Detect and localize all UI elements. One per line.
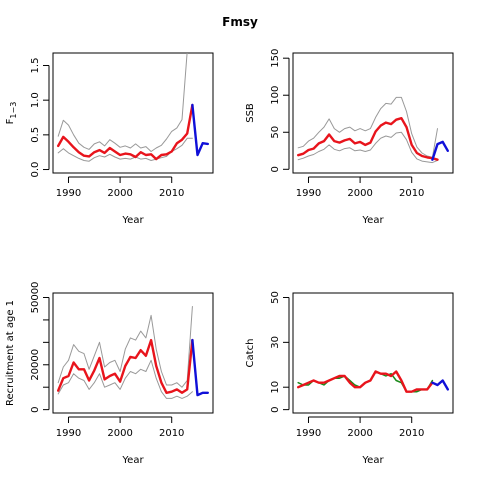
plot-frame bbox=[52, 292, 214, 414]
x-axis-label: Year bbox=[361, 455, 384, 466]
y-tick-label: 1.0 bbox=[30, 92, 41, 108]
series-history-line bbox=[57, 103, 194, 161]
y-axis-label-main: F bbox=[5, 118, 16, 124]
series-upper-line bbox=[57, 53, 188, 152]
x-tick-label: 2000 bbox=[347, 428, 372, 439]
x-axis-label: Year bbox=[361, 215, 384, 226]
series-projection-line bbox=[191, 103, 210, 157]
x-axis-label: Year bbox=[121, 455, 144, 466]
y-tick-label: 0 bbox=[270, 406, 281, 412]
series-projection-line bbox=[431, 140, 449, 161]
panel-4: 1990 2000 2010 0 10 30 50 Year Catch bbox=[245, 291, 454, 466]
y-axis-label: SSB bbox=[245, 103, 256, 123]
series-history-line bbox=[297, 116, 439, 161]
y-axis-label: Recruitment at age 1 bbox=[5, 300, 16, 406]
series-projection-line bbox=[431, 379, 449, 391]
y-tick-label: 50 bbox=[270, 126, 281, 139]
x-tick-label: 2000 bbox=[347, 188, 372, 199]
x-tick-label: 2010 bbox=[399, 428, 424, 439]
y-tick-label: 30 bbox=[270, 336, 281, 349]
y-axis-label: Catch bbox=[245, 339, 256, 368]
panel-3: 1990 2000 2010 0 20000 50000 Year Recruitment a… bbox=[5, 282, 214, 466]
x-tick-label: 1990 bbox=[296, 428, 321, 439]
y-axis-label-main: Catch bbox=[245, 339, 256, 368]
y-tick-label: 50000 bbox=[30, 282, 41, 314]
y-tick-label: 1.5 bbox=[30, 58, 41, 74]
panel-1: 1990 2000 2010 0.0 0.5 1.0 1.5 Year F1−3 bbox=[5, 52, 214, 226]
x-tick-label: 1990 bbox=[56, 428, 81, 439]
x-tick-label: 2000 bbox=[107, 188, 132, 199]
x-tick-label: 1990 bbox=[56, 188, 81, 199]
x-tick-label: 2010 bbox=[159, 188, 184, 199]
series-history-line bbox=[57, 338, 194, 394]
plot-frame bbox=[292, 52, 454, 174]
y-tick-label: 0 bbox=[30, 406, 41, 412]
x-tick-label: 2010 bbox=[159, 428, 184, 439]
figure-title: Fmsy bbox=[222, 15, 258, 29]
y-tick-label: 0 bbox=[270, 166, 281, 172]
x-tick-label: 2000 bbox=[107, 428, 132, 439]
y-tick-label: 0.0 bbox=[30, 162, 41, 178]
y-tick-label: 100 bbox=[270, 86, 281, 105]
y-tick-label: 50 bbox=[270, 291, 281, 304]
y-axis-label-main: SSB bbox=[245, 103, 256, 123]
series-projection-line bbox=[191, 338, 210, 397]
panel-2: 1990 2000 2010 0 50 100 150 Year SSB bbox=[245, 49, 454, 226]
y-tick-label: 10 bbox=[270, 381, 281, 394]
x-tick-label: 1990 bbox=[296, 188, 321, 199]
series-upper-line bbox=[297, 96, 438, 158]
y-tick-label: 0.5 bbox=[30, 127, 41, 143]
y-axis-label: F1−3 bbox=[5, 102, 18, 125]
x-axis-label: Year bbox=[121, 215, 144, 226]
series-lower-line bbox=[57, 359, 193, 399]
series-history-line bbox=[297, 370, 434, 393]
x-tick-label: 2010 bbox=[399, 188, 424, 199]
plot-frame bbox=[52, 52, 214, 174]
y-axis-label-subscript: 1−3 bbox=[9, 102, 18, 119]
y-tick-label: 150 bbox=[270, 49, 281, 68]
y-tick-label: 20000 bbox=[30, 349, 41, 381]
series-lower-line bbox=[297, 131, 438, 164]
y-axis-label-main: Recruitment at age 1 bbox=[5, 300, 16, 406]
plot-frame bbox=[292, 292, 454, 414]
series-upper-line bbox=[57, 306, 193, 388]
